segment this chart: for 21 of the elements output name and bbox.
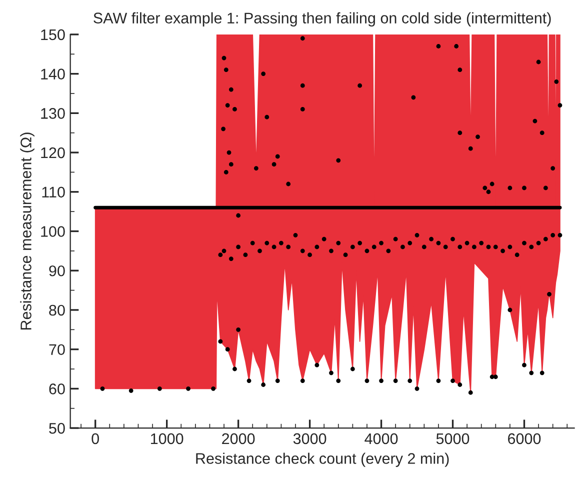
- x-tick-label: 4000: [364, 433, 398, 444]
- y-tick-label: 130: [41, 108, 65, 119]
- y-tick-label: 140: [41, 68, 65, 80]
- y-tick-label: 80: [49, 304, 65, 316]
- y-tick-label: 110: [42, 186, 65, 198]
- x-tick-label: 0: [92, 433, 99, 444]
- y-tick-label: 120: [41, 147, 65, 158]
- x-tick-label: 3000: [293, 433, 326, 444]
- y-tick-label: 100: [41, 226, 65, 237]
- y-axis-title: Resistance measurement (Ω): [20, 132, 34, 330]
- x-tick-label: 6000: [508, 433, 541, 444]
- chart-title: SAW filter example 1: Passing then failing on cold side (intermittent): [94, 12, 551, 26]
- x-tick-label: 5000: [436, 433, 470, 444]
- x-tick-label: 1000: [150, 433, 184, 444]
- x-tick-label: 2000: [222, 433, 255, 444]
- y-tick-label: 70: [49, 344, 65, 356]
- y-tick-label: 60: [49, 384, 65, 394]
- y-tick-label: 90: [49, 265, 65, 276]
- y-tick-label: 50: [49, 422, 65, 434]
- y-tick-label: 150: [41, 29, 65, 40]
- x-axis-title: Resistance check count (every 2 min): [196, 452, 449, 467]
